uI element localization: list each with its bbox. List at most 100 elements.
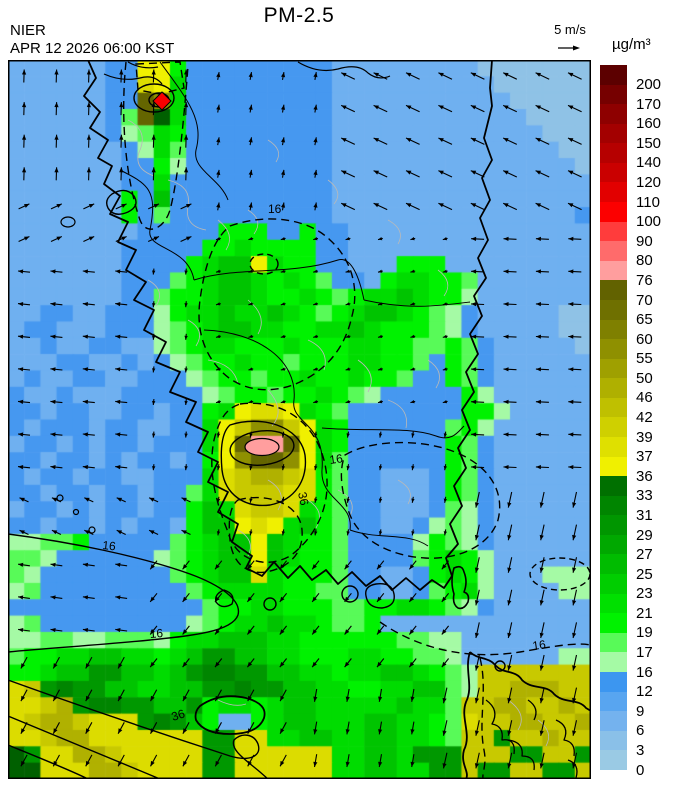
- legend-color-step: [600, 476, 627, 496]
- legend-color-step: [600, 711, 627, 731]
- province-boundary-layer: [119, 61, 471, 547]
- legend-color-step: [600, 554, 627, 575]
- legend-color-step: [600, 260, 627, 281]
- legend-color-step: [600, 671, 627, 692]
- tsushima-island: [451, 565, 470, 610]
- legend-tick-label: 65: [636, 311, 653, 329]
- legend-tick-label: 42: [636, 409, 653, 426]
- datetime-label: APR 12 2026 06:00 KST: [10, 40, 175, 57]
- legend-tick-label: 60: [636, 330, 653, 348]
- legend-tick-label: 12: [636, 683, 653, 701]
- legend-tick-label: 6: [636, 722, 645, 740]
- legend-color-step: [600, 534, 627, 555]
- agency-label: NIER: [10, 22, 46, 39]
- pm25-concentration-map: 16 16 36 16 16 36 16: [8, 60, 591, 779]
- contour-value-label: 36: [295, 491, 312, 507]
- wind-scale-arrow-icon: [556, 40, 582, 58]
- legend-tick-labels: 200 170 160 150 140 120 110 100 90 80 76 70 65 60 55 50…: [636, 65, 673, 778]
- seoul-hotspot-peak: [152, 91, 172, 111]
- west-islet: [60, 216, 76, 228]
- legend-tick-label: 46: [636, 389, 653, 407]
- contour-value-label: 16: [102, 538, 117, 553]
- legend-color-step: [600, 691, 627, 712]
- legend-color-step: [600, 84, 627, 105]
- legend-tick-label: 90: [636, 232, 653, 250]
- legend-tick-label: 55: [636, 350, 653, 368]
- wando-island: [263, 597, 277, 611]
- legend-tick-label: 37: [636, 448, 653, 466]
- korea-mainland-coast: [83, 60, 493, 591]
- legend-color-step: [600, 202, 627, 222]
- kyushu-north-coast: [469, 651, 591, 712]
- legend-tick-label: 31: [636, 506, 653, 524]
- legend-tick-label: 17: [636, 644, 653, 661]
- legend-tick-label: 120: [636, 174, 662, 191]
- legend-tick-label: 16: [636, 663, 653, 681]
- legend-tick-label: 170: [636, 95, 662, 113]
- page-title: PM-2.5: [263, 4, 335, 27]
- contour-value-label: 16: [328, 451, 343, 467]
- legend-tick-label: 50: [636, 369, 653, 387]
- legend-color-step: [600, 730, 627, 751]
- contour-label-layer: 16 16 36 16 16 36 16: [102, 202, 547, 724]
- legend-color-step: [600, 574, 627, 594]
- legend-color-step: [600, 750, 627, 770]
- legend-color-step: [600, 593, 627, 614]
- jeju-island: [194, 695, 266, 735]
- ganghwa-island: [105, 189, 137, 215]
- legend-tick-label: 70: [636, 291, 653, 309]
- legend-tick-label: 23: [636, 585, 653, 603]
- legend-color-step: [600, 397, 627, 418]
- legend-tick-label: 36: [636, 467, 653, 485]
- legend-color-step: [600, 417, 627, 437]
- geoje-island: [365, 583, 395, 609]
- legend-tick-label: 19: [636, 624, 653, 642]
- legend-color-step: [600, 632, 627, 653]
- map-overlay: 16 16 36 16 16 36 16: [8, 60, 591, 779]
- unit-label: µg/m³: [612, 36, 651, 53]
- legend-color-step: [600, 613, 627, 633]
- jindo-island: [214, 589, 234, 608]
- legend-color-step: [600, 241, 627, 261]
- wind-arrow-layer: [17, 69, 582, 769]
- legend-color-step: [600, 221, 627, 242]
- legend-color-step: [600, 495, 627, 516]
- legend-color-step: [600, 358, 627, 379]
- legend-color-step: [600, 652, 627, 672]
- legend-tick-label: 110: [636, 193, 660, 211]
- legend-color-step: [600, 436, 627, 457]
- contour-layer: [8, 61, 591, 779]
- kyushu-west-coast: [462, 651, 471, 779]
- legend-color-step: [600, 104, 627, 124]
- legend-color-step: [600, 182, 627, 203]
- legend-color-step: [600, 319, 627, 340]
- legend-tick-label: 140: [636, 154, 662, 172]
- namhae-island: [341, 585, 359, 603]
- wind-scale-label: 5 m/s: [554, 22, 586, 37]
- legend-color-step: [600, 339, 627, 359]
- contour-value-label: 36: [170, 706, 187, 724]
- legend-color-step: [600, 162, 627, 183]
- legend-tick-label: 39: [636, 428, 653, 446]
- legend-colorbar: [600, 65, 627, 770]
- contour-value-label: 16: [531, 637, 546, 653]
- sw-hotspot-peak: [244, 437, 280, 457]
- legend-tick-label: 80: [636, 252, 653, 270]
- legend-tick-label: 3: [636, 741, 645, 759]
- legend-tick-label: 29: [636, 526, 653, 544]
- legend-color-step: [600, 280, 627, 300]
- legend-tick-label: 76: [636, 271, 653, 289]
- legend-color-step: [600, 515, 627, 535]
- legend-tick-label: 160: [636, 115, 662, 133]
- contour-value-label: 16: [149, 626, 164, 641]
- legend-tick-label: 27: [636, 546, 653, 564]
- legend-color-step: [600, 456, 627, 477]
- map-border: [8, 60, 591, 779]
- legend-color-step: [600, 65, 627, 85]
- legend-color-step: [600, 143, 627, 163]
- coastline-layer: [56, 60, 591, 779]
- county-boundary-layer: [127, 119, 550, 747]
- legend-color-step: [600, 299, 627, 320]
- legend-tick-label: 21: [636, 604, 653, 622]
